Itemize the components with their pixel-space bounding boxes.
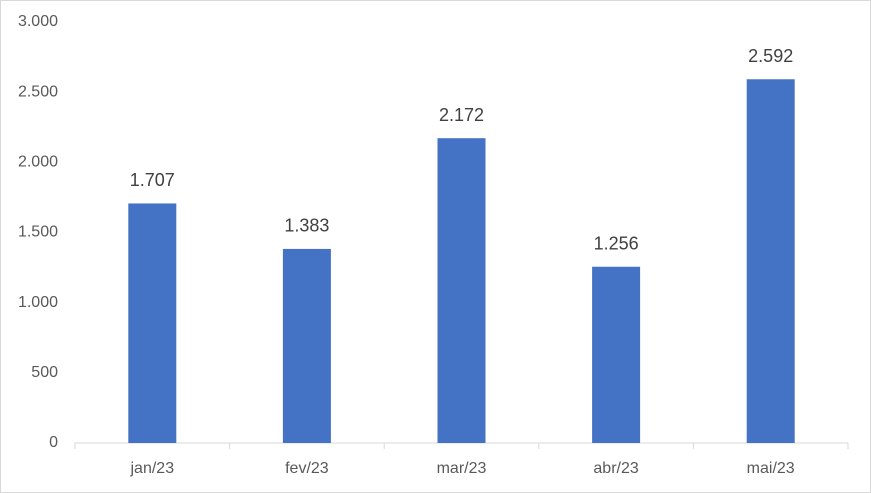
bar xyxy=(437,138,486,444)
bar xyxy=(746,79,795,444)
data-label: 2.172 xyxy=(439,105,484,125)
bar xyxy=(592,266,641,443)
y-tick-label: 2.500 xyxy=(18,83,58,100)
bar xyxy=(282,248,331,443)
y-tick-label: 3.000 xyxy=(18,13,58,30)
data-label: 1.256 xyxy=(594,233,639,253)
bar xyxy=(128,203,177,443)
x-tick-label: abr/23 xyxy=(593,460,638,477)
y-tick-label: 0 xyxy=(49,434,58,451)
x-tick-label: mai/23 xyxy=(747,460,795,477)
data-label: 2.592 xyxy=(748,46,793,66)
y-tick-label: 1.500 xyxy=(18,224,58,241)
data-label: 1.383 xyxy=(284,216,329,236)
y-tick-label: 1.000 xyxy=(18,294,58,311)
y-tick-label: 2.000 xyxy=(18,154,58,171)
x-tick-label: fev/23 xyxy=(285,460,329,477)
y-tick-label: 500 xyxy=(31,364,58,381)
x-tick-label: jan/23 xyxy=(130,460,175,477)
data-label: 1.707 xyxy=(130,170,175,190)
x-tick-label: mar/23 xyxy=(437,460,487,477)
